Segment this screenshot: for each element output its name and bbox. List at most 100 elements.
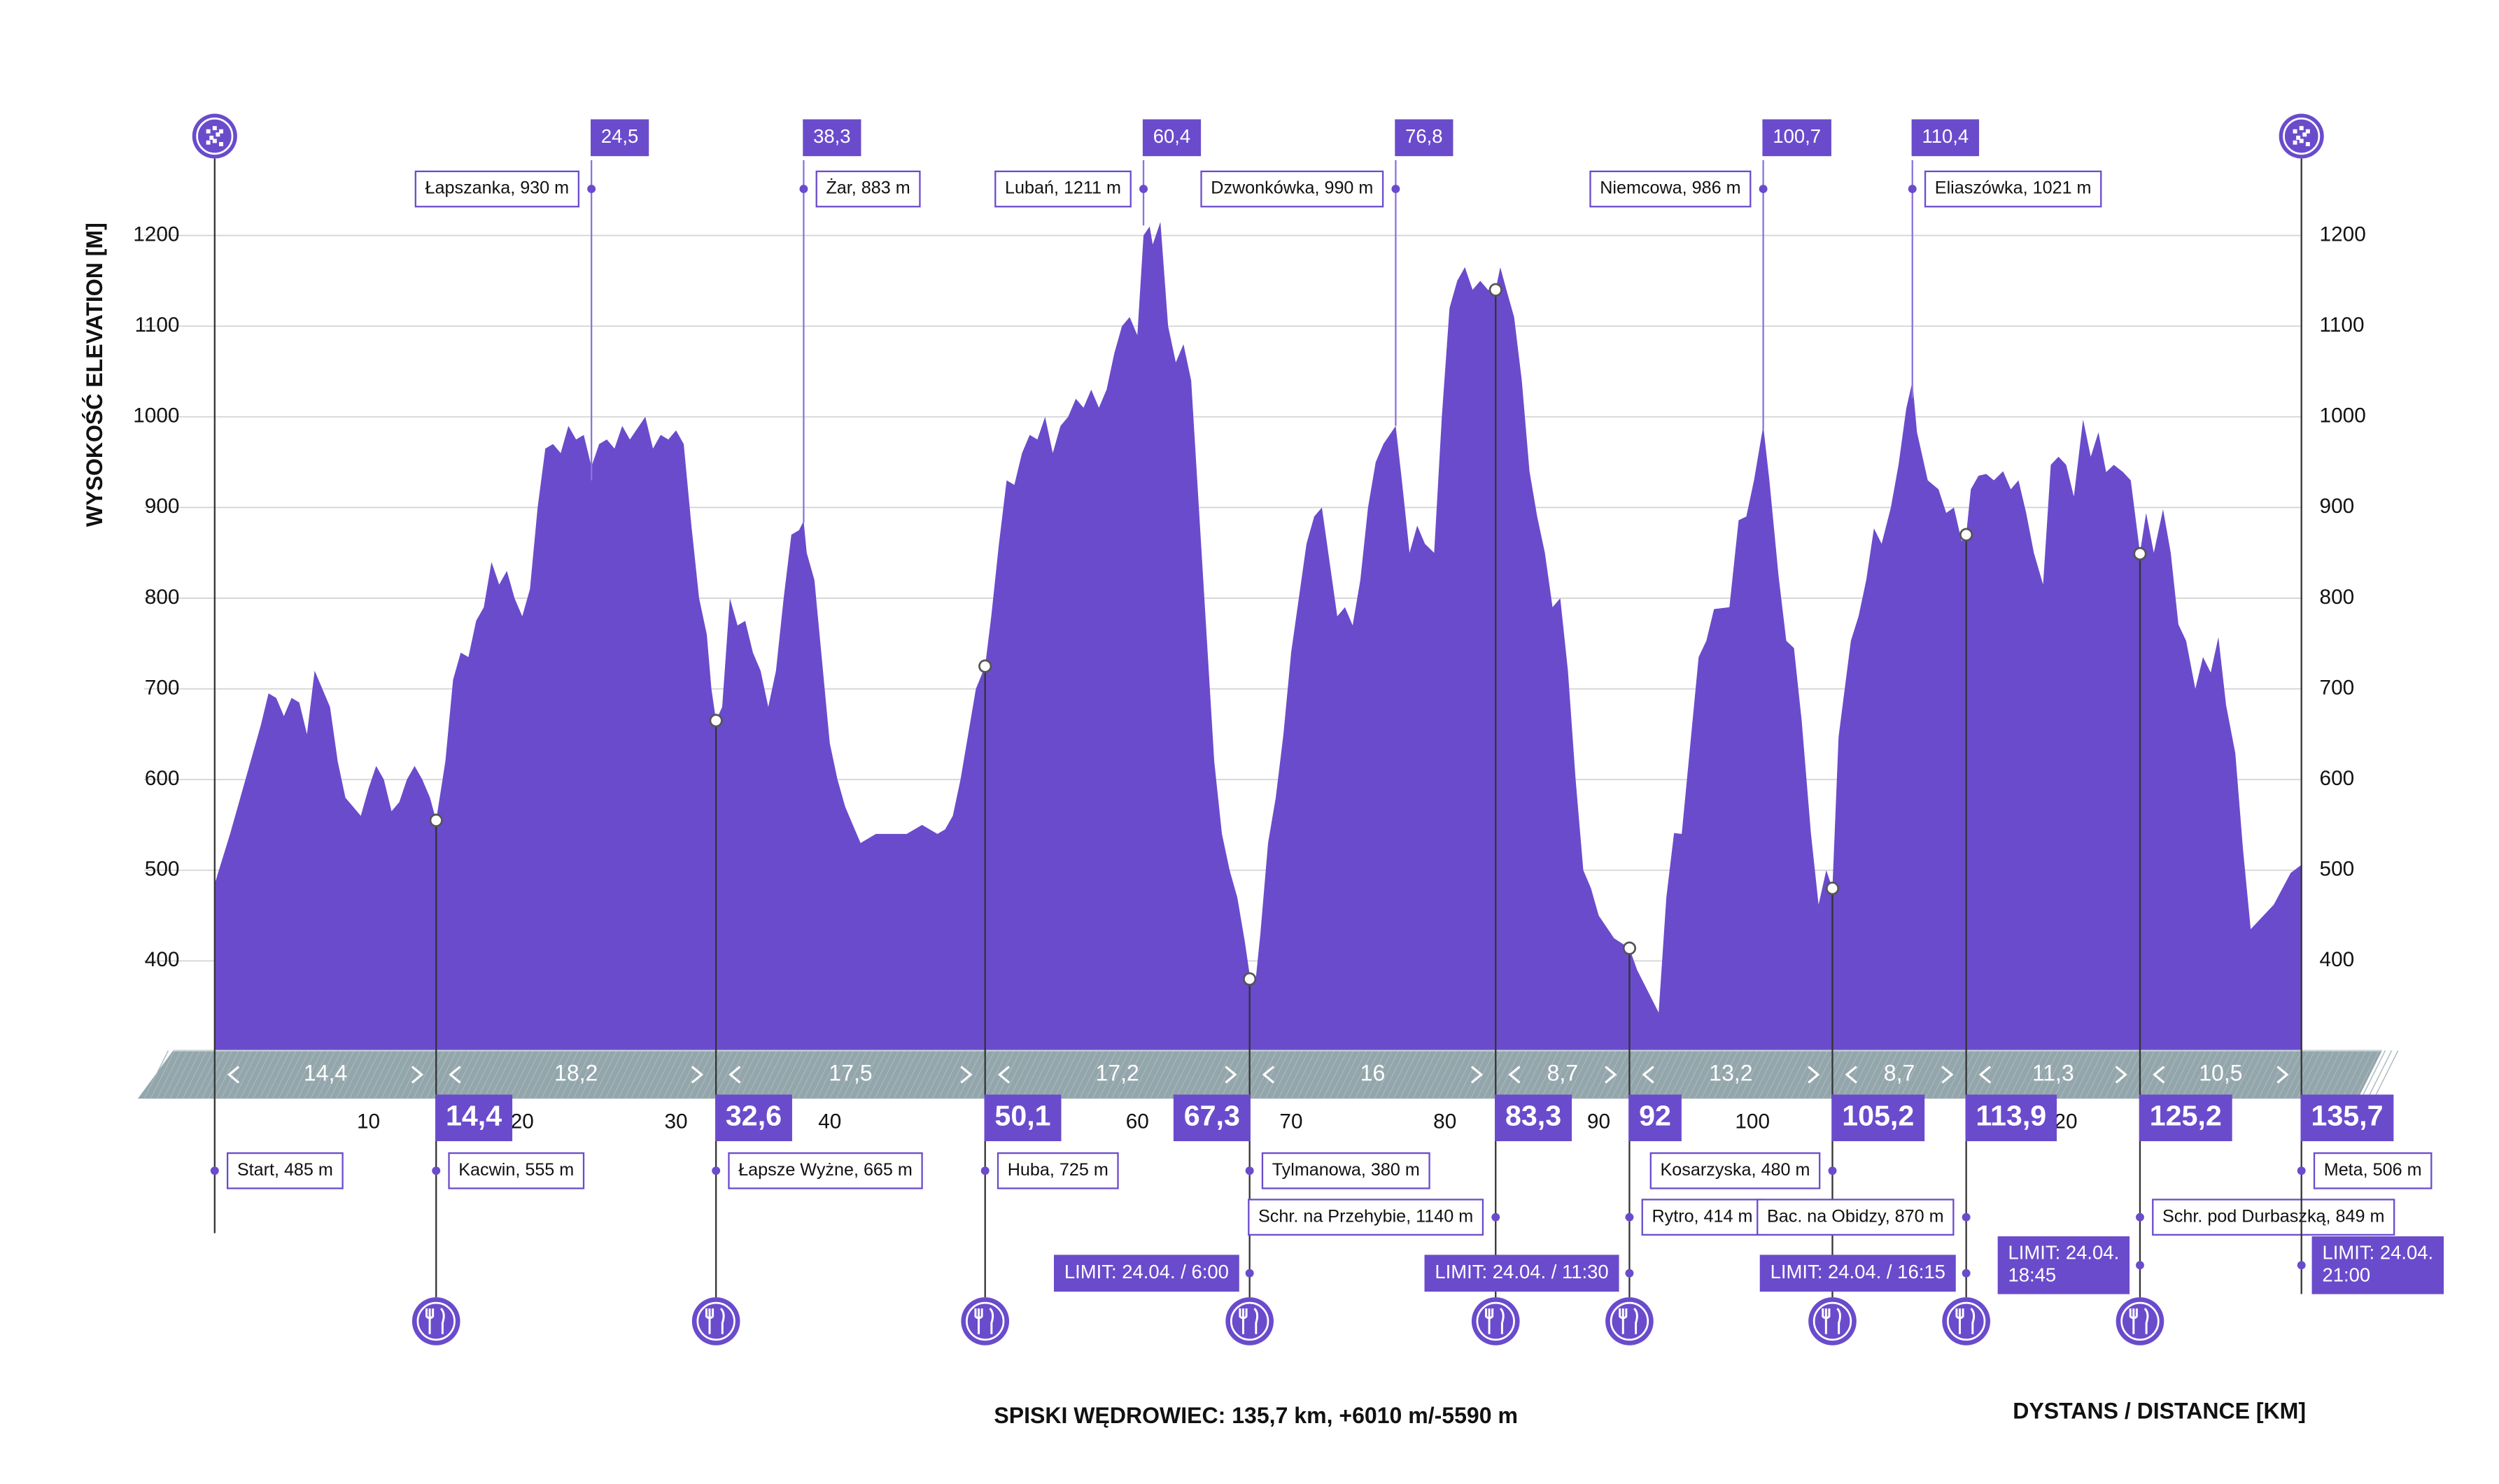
- limit-dot: [2297, 1261, 2306, 1270]
- band-hatch: [861, 1050, 887, 1099]
- band-hatch: [1598, 1050, 1624, 1099]
- food-icon-fork: [1619, 1308, 1638, 1334]
- band-hatch: [1118, 1050, 1143, 1099]
- checkpoint-name-group: Łapsze Wyżne, 665 m: [728, 1152, 923, 1189]
- band-hatch: [1098, 1050, 1124, 1099]
- checkpoint-km: 135,7: [2311, 1100, 2383, 1132]
- band-hatch: [188, 1050, 214, 1099]
- band-hatch: [1021, 1050, 1047, 1099]
- segment-arrow: [2115, 1066, 2127, 1084]
- peak-km-box: [1911, 119, 1980, 157]
- food-icon: [691, 1297, 740, 1345]
- band-hatch: [502, 1050, 528, 1099]
- band-hatch: [1764, 1050, 1790, 1099]
- checkpoint-km: 67,3: [1184, 1100, 1240, 1132]
- band-hatch: [554, 1050, 579, 1099]
- y-tick-label-right: 700: [2320, 676, 2355, 699]
- band-hatch: [2034, 1050, 2060, 1099]
- checkpoint-name-group: Huba, 725 m: [997, 1152, 1119, 1189]
- flag-icon-check: [2299, 139, 2304, 143]
- band-hatch: [2123, 1050, 2149, 1099]
- checkpoint-km: 14,4: [446, 1100, 502, 1132]
- checkpoint-name-dot: [980, 1166, 990, 1175]
- checkpoint-dot: [2133, 546, 2147, 561]
- band-hatch: [489, 1050, 515, 1099]
- band-hatch: [1873, 1050, 1899, 1099]
- band-hatch: [1771, 1050, 1796, 1099]
- band-hatch: [1867, 1050, 1893, 1099]
- segment-arrow: [728, 1066, 741, 1084]
- band-hatch: [842, 1050, 868, 1099]
- band-hatch: [631, 1050, 656, 1099]
- peak-km: 38,3: [813, 125, 850, 147]
- band-hatch: [1463, 1050, 1489, 1099]
- food-icon-fork: [1955, 1308, 1976, 1334]
- band-hatch: [1675, 1050, 1701, 1099]
- band-hatch: [1931, 1050, 1957, 1099]
- food-icon: [1605, 1297, 1654, 1345]
- band-hatch: [1169, 1050, 1194, 1099]
- band-hatch: [1226, 1050, 1252, 1099]
- band-hatch: [1265, 1050, 1290, 1099]
- band-hatch: [208, 1050, 233, 1099]
- band-hatch: [361, 1050, 387, 1099]
- band-hatch: [938, 1050, 964, 1099]
- x-tick-label: 80: [1433, 1110, 1456, 1133]
- flag-icon: [192, 113, 237, 159]
- checkpoint-km-box: [435, 1094, 513, 1142]
- band-hatch: [2360, 1050, 2386, 1099]
- distance-band: [137, 1050, 2382, 1099]
- band-hatch: [253, 1050, 278, 1099]
- checkpoint-name-box: [728, 1152, 923, 1189]
- band-hatch: [823, 1050, 848, 1099]
- band-hatch: [1745, 1050, 1771, 1099]
- checkpoint-dot: [1825, 882, 1840, 896]
- band-hatch: [1924, 1050, 1950, 1099]
- band-hatch: [2309, 1050, 2335, 1099]
- band-hatch: [291, 1050, 316, 1099]
- checkpoint-km-box: [1628, 1094, 1682, 1142]
- segment-label: 11,3: [2032, 1060, 2074, 1085]
- band-hatch: [1002, 1050, 1027, 1099]
- band-hatch: [1041, 1050, 1066, 1099]
- band-hatch: [874, 1050, 899, 1099]
- band-hatch: [534, 1050, 560, 1099]
- band-hatch: [2245, 1050, 2271, 1099]
- band-hatch: [2136, 1050, 2162, 1099]
- band-hatch: [367, 1050, 393, 1099]
- segment-arrow: [227, 1066, 240, 1084]
- peak-name: Żar, 883 m: [826, 178, 910, 198]
- segment-label: 10,5: [2199, 1060, 2242, 1085]
- band-hatch: [515, 1050, 541, 1099]
- band-hatch: [1803, 1050, 1829, 1099]
- band-hatch: [880, 1050, 906, 1099]
- band-hatch: [1847, 1050, 1873, 1099]
- y-tick-label-right: 800: [2320, 586, 2355, 609]
- peak-name-group: Łapszanka, 930 m: [414, 170, 579, 208]
- segment-arrow: [1978, 1066, 1992, 1084]
- checkpoint-name-group: Bac. na Obidzy, 870 m: [1757, 1199, 1955, 1236]
- flag-icon: [2279, 113, 2324, 159]
- band-hatch: [1816, 1050, 1841, 1099]
- band-hatch: [1489, 1050, 1514, 1099]
- band-hatch: [1701, 1050, 1726, 1099]
- band-hatch: [342, 1050, 367, 1099]
- band-hatch: [566, 1050, 592, 1099]
- checkpoint-name-dot: [432, 1166, 441, 1175]
- band-hatch: [1419, 1050, 1444, 1099]
- band-hatch: [803, 1050, 829, 1099]
- checkpoint-km-group: 50,1: [984, 1094, 1062, 1142]
- band-hatch: [1989, 1050, 2014, 1099]
- y-tick-label: 1100: [134, 313, 179, 337]
- band-hatch: [675, 1050, 701, 1099]
- band-hatch: [483, 1050, 509, 1099]
- band-hatch: [1425, 1050, 1451, 1099]
- flag-icon-check: [218, 129, 223, 134]
- checkpoint-name: Kacwin, 555 m: [458, 1160, 574, 1180]
- band-hatch: [1642, 1050, 1668, 1099]
- food-icon-ring: [2120, 1301, 2160, 1341]
- band-hatch: [2072, 1050, 2098, 1099]
- food-icon: [1471, 1297, 1520, 1345]
- band-hatch: [1681, 1050, 1707, 1099]
- checkpoint-km-group: 32,6: [715, 1094, 792, 1142]
